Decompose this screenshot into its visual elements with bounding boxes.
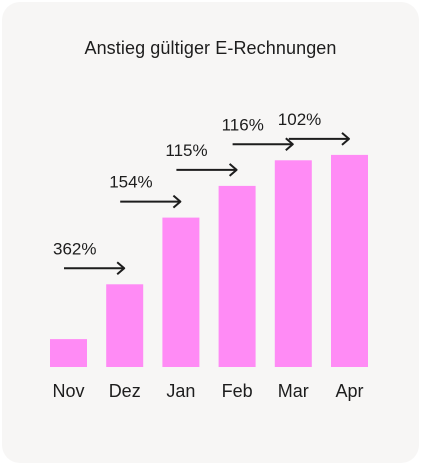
x-tick-label: Feb [222, 381, 253, 401]
bar-mar [274, 160, 312, 367]
growth-label: 154% [109, 173, 152, 192]
x-tick-label: Mar [278, 381, 309, 401]
growth-label: 102% [278, 110, 321, 129]
bar-apr [331, 154, 368, 367]
chart-title: Anstieg gültiger E-Rechnungen [84, 38, 337, 58]
growth-arrows-group: 362% 154% 115% 116% 102% [53, 110, 350, 276]
growth-arrow-head [116, 261, 126, 276]
bar-feb [218, 185, 256, 367]
growth-label: 362% [53, 239, 96, 258]
x-tick-label: Apr [335, 381, 363, 401]
growth-arrow-head [172, 194, 182, 209]
bar-jan [162, 217, 200, 367]
bar-dez [106, 284, 144, 367]
growth-label: 116% [222, 115, 264, 134]
x-tick-label: Dez [109, 381, 141, 401]
growth-arrow-head [341, 132, 350, 146]
category-labels-group: Nov Dez Jan Feb Mar Apr [52, 381, 363, 401]
x-tick-label: Nov [52, 381, 84, 401]
x-tick-label: Jan [166, 381, 195, 401]
growth-arrow-head [228, 163, 238, 177]
bars-group [50, 154, 368, 367]
growth-arrow-head [285, 137, 294, 152]
bar-nov [50, 339, 87, 367]
growth-label: 115% [165, 141, 207, 160]
